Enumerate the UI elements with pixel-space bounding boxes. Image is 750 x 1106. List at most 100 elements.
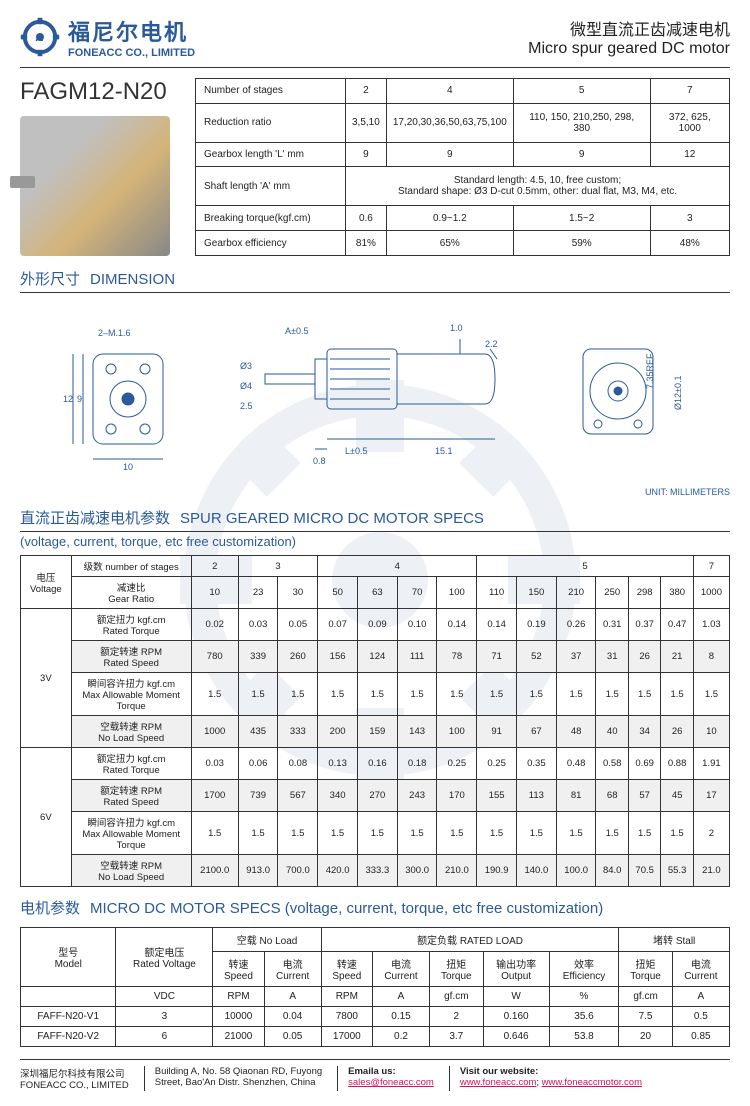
footer-web-link-1[interactable]: www.foneacc.com bbox=[460, 1077, 537, 1088]
specs-cell: 420.0 bbox=[318, 855, 358, 887]
gearbox-cell: 48% bbox=[650, 231, 729, 256]
footer-web-link-2[interactable]: www.foneaccmotor.com bbox=[542, 1077, 642, 1088]
specs-cell: 17 bbox=[693, 780, 729, 812]
specs-cell: 31 bbox=[596, 641, 628, 673]
specs-cell: 30 bbox=[278, 577, 318, 609]
specs-cell: 1.5 bbox=[596, 812, 628, 855]
specs-cell: 780 bbox=[191, 641, 238, 673]
motor-cell: gf.cm bbox=[619, 987, 672, 1007]
page-footer: 深圳福尼尔科技有限公司 FONEACC CO., LIMITED Buildin… bbox=[20, 1059, 730, 1091]
svg-text:7.35REF: 7.35REF bbox=[645, 353, 655, 389]
specs-cell: 37 bbox=[556, 641, 596, 673]
svg-text:Ø12±0.1: Ø12±0.1 bbox=[673, 376, 683, 410]
specs-cell: 1.5 bbox=[477, 673, 517, 716]
specs-cell: 1.5 bbox=[516, 673, 556, 716]
specs-cell: 1.5 bbox=[628, 673, 660, 716]
gearbox-cell: 65% bbox=[386, 231, 513, 256]
specs-cell: 0.06 bbox=[238, 748, 278, 780]
specs-cell: 5 bbox=[477, 556, 694, 577]
motor-cell: 堵转 Stall bbox=[619, 928, 730, 952]
specs-cell: 0.13 bbox=[318, 748, 358, 780]
footer-company-cn: 深圳福尼尔科技有限公司 bbox=[20, 1066, 129, 1080]
gearbox-cell: 81% bbox=[346, 231, 387, 256]
specs-cell: 81 bbox=[556, 780, 596, 812]
gearbox-cell: 9 bbox=[386, 142, 513, 167]
motor-cell: A bbox=[372, 987, 429, 1007]
motor-cell: 0.646 bbox=[483, 1027, 549, 1047]
motor-cell: 0.85 bbox=[672, 1027, 729, 1047]
gearbox-row-label: Gearbox length 'L' mm bbox=[196, 142, 346, 167]
svg-text:10: 10 bbox=[123, 462, 133, 472]
gearbox-cell: 2 bbox=[346, 79, 387, 104]
specs-cell: 159 bbox=[357, 716, 397, 748]
specs-cell: 0.26 bbox=[556, 609, 596, 641]
page-header: A 福尼尔电机 FONEACC CO., LIMITED 微型直流正齿减速电机 … bbox=[20, 15, 730, 68]
specs-cell: 1.5 bbox=[397, 812, 437, 855]
specs-cell: 1.5 bbox=[516, 812, 556, 855]
motor-cell: 7800 bbox=[321, 1007, 372, 1027]
specs-cell: 113 bbox=[516, 780, 556, 812]
specs-cell: 155 bbox=[477, 780, 517, 812]
motor-cell: 20 bbox=[619, 1027, 672, 1047]
motor-cell: 0.2 bbox=[372, 1027, 429, 1047]
gearbox-cell: 12 bbox=[650, 142, 729, 167]
motor-cell: 电流Current bbox=[672, 952, 729, 987]
svg-text:L±0.5: L±0.5 bbox=[345, 446, 367, 456]
specs-cell: 739 bbox=[238, 780, 278, 812]
specs-cell: 瞬间容许扭力 kgf.cmMax Allowable Moment Torque bbox=[71, 673, 191, 716]
specs-cell: 0.19 bbox=[516, 609, 556, 641]
specs-cell: 150 bbox=[516, 577, 556, 609]
specs-cell: 1.5 bbox=[191, 812, 238, 855]
specs-cell: 0.05 bbox=[278, 609, 318, 641]
gearbox-cell: 3 bbox=[650, 206, 729, 231]
motor-cell: A bbox=[672, 987, 729, 1007]
footer-email-link[interactable]: sales@foneacc.com bbox=[348, 1077, 434, 1088]
specs-cell: 0.03 bbox=[238, 609, 278, 641]
specs-cell: 0.14 bbox=[437, 609, 477, 641]
specs-cell: 0.08 bbox=[278, 748, 318, 780]
motor-specs-table: 型号Model 额定电压Rated Voltage 空载 No Load 额定负… bbox=[20, 927, 730, 1047]
specs-subtitle: (voltage, current, torque, etc free cust… bbox=[20, 534, 730, 549]
specs-cell: 21.0 bbox=[693, 855, 729, 887]
specs-cell: 0.25 bbox=[477, 748, 517, 780]
specs-cell: 0.69 bbox=[628, 748, 660, 780]
logo-block: A 福尼尔电机 FONEACC CO., LIMITED bbox=[20, 15, 195, 59]
specs-cell: 200 bbox=[318, 716, 358, 748]
svg-text:2.2: 2.2 bbox=[485, 339, 498, 349]
svg-text:Ø4: Ø4 bbox=[240, 381, 252, 391]
specs-cell: 0.37 bbox=[628, 609, 660, 641]
gearbox-cell: 1.5~2 bbox=[513, 206, 650, 231]
dimension-unit: UNIT: MILLIMETERS bbox=[20, 487, 730, 497]
specs-cell: 级数 number of stages bbox=[71, 556, 191, 577]
svg-text:0.8: 0.8 bbox=[313, 456, 326, 466]
svg-text:1.0: 1.0 bbox=[450, 323, 463, 333]
specs-cell: 298 bbox=[628, 577, 660, 609]
specs-cell: 270 bbox=[357, 780, 397, 812]
specs-cell: 140.0 bbox=[516, 855, 556, 887]
gearbox-cell: 59% bbox=[513, 231, 650, 256]
specs-cell: 4 bbox=[318, 556, 477, 577]
svg-text:A±0.5: A±0.5 bbox=[285, 326, 308, 336]
model-number: FAGM12-N20 bbox=[20, 78, 180, 106]
specs-cell: 0.02 bbox=[191, 609, 238, 641]
specs-cell: 71 bbox=[477, 641, 517, 673]
specs-cell: 0.10 bbox=[397, 609, 437, 641]
specs-cell: 55.3 bbox=[661, 855, 693, 887]
specs-cell: 250 bbox=[596, 577, 628, 609]
svg-text:Ø3: Ø3 bbox=[240, 361, 252, 371]
motor-cell: 10000 bbox=[213, 1007, 264, 1027]
specs-cell: 1.5 bbox=[556, 673, 596, 716]
specs-cell: 34 bbox=[628, 716, 660, 748]
specs-title: 直流正齿减速电机参数 SPUR GEARED MICRO DC MOTOR SP… bbox=[20, 507, 730, 532]
specs-cell: 减速比Gear Ratio bbox=[71, 577, 191, 609]
specs-cell: 1.5 bbox=[318, 673, 358, 716]
specs-cell: 124 bbox=[357, 641, 397, 673]
specs-cell: 40 bbox=[596, 716, 628, 748]
gearbox-row-label: Number of stages bbox=[196, 79, 346, 104]
motor-cell: W bbox=[483, 987, 549, 1007]
specs-cell: 1.5 bbox=[357, 673, 397, 716]
specs-cell: 空载转速 RPMNo Load Speed bbox=[71, 855, 191, 887]
motor-cell: 0.05 bbox=[264, 1027, 321, 1047]
specs-cell: 1.5 bbox=[661, 812, 693, 855]
footer-company-en: FONEACC CO., LIMITED bbox=[20, 1080, 129, 1091]
